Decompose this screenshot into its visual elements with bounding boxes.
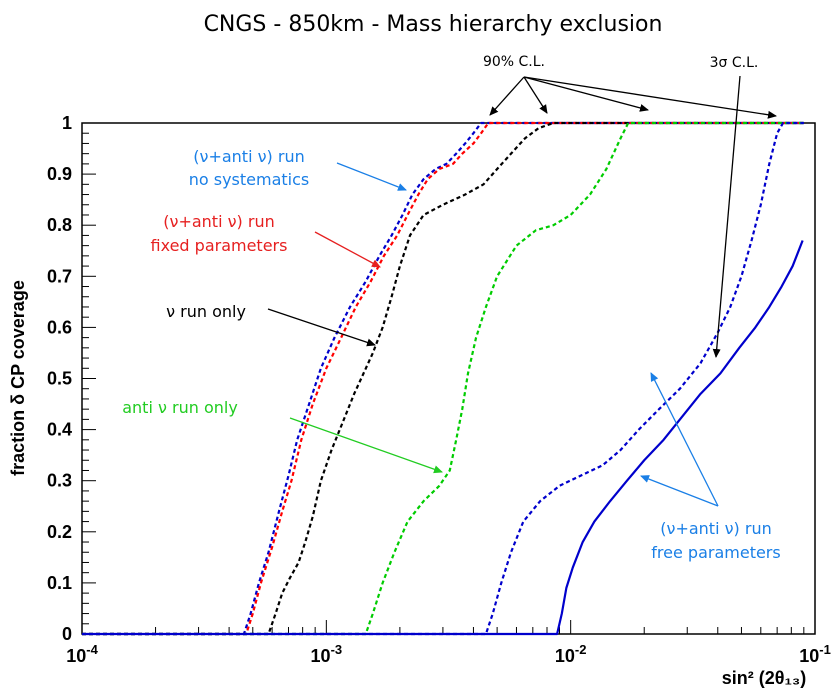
x-tick-label: 10-2 [555,642,587,666]
arrow-90cl-4 [523,76,777,119]
y-tick-label: 0.3 [47,471,72,491]
x-tick-label: 10-4 [66,642,98,666]
arrow-90cl-2 [523,76,548,114]
x-tick-label: 10-1 [799,642,831,666]
y-tick-label: 0.7 [47,266,72,286]
series-group [82,121,804,636]
y-axis-ticks: 0 0.1 0.2 0.3 0.4 0.5 0.6 0.7 0.8 0.9 1 [47,113,96,644]
arrow-free-params-1 [650,372,719,507]
arrow-no-systematics [336,162,407,191]
series-line-6 [82,240,804,636]
annotation-no-systematics-line2: no systematics [189,170,310,189]
arrow-90cl-1 [489,76,525,116]
x-axis-label: sin² (2θ₁₃) [722,668,807,688]
y-tick-label: 0.9 [47,164,72,184]
series-line-5 [82,121,804,636]
arrow-fixed-params [314,231,381,268]
y-tick-label: 0.6 [47,317,72,337]
annotation-no-systematics-line1: (ν+anti ν) run [193,147,304,166]
annotation-arrows [267,75,777,507]
chart-title: CNGS - 850km - Mass hierarchy exclusion [204,12,663,37]
y-tick-label: 1 [62,113,72,133]
y-tick-label: 0.8 [47,215,72,235]
x-tick-label: 10-3 [311,642,343,666]
y-tick-label: 0.1 [47,573,72,593]
annotation-free-params-line1: (ν+anti ν) run [660,519,771,538]
x-axis-ticks: 10-4 10-3 10-2 10-1 [66,620,831,666]
annotation-90cl: 90% C.L. [483,54,545,70]
annotation-3sigma-cl: 3σ C.L. [710,55,759,71]
y-tick-label: 0.4 [47,420,72,440]
series-line-3 [82,121,804,636]
annotation-fixed-params-line1: (ν+anti ν) run [163,212,274,231]
arrow-90cl-3 [523,76,649,112]
annotation-free-params-line2: free parameters [651,543,780,562]
series-line-4 [82,121,804,636]
arrow-anti-nu-only [289,417,443,474]
arrow-free-params-2 [640,475,719,507]
y-tick-label: 0 [62,624,72,644]
y-tick-label: 0.2 [47,522,72,542]
annotation-nu-only: ν run only [166,302,246,321]
series-line-2 [82,121,804,636]
annotation-anti-nu-only: anti ν run only [122,398,238,417]
y-axis-label: fraction δ CP coverage [8,280,28,476]
series-line-1 [82,121,804,636]
annotation-fixed-params-line2: fixed parameters [151,236,288,255]
y-tick-label: 0.5 [47,369,72,389]
arrow-nu-only [267,308,376,347]
arrow-3sigma [712,75,741,358]
